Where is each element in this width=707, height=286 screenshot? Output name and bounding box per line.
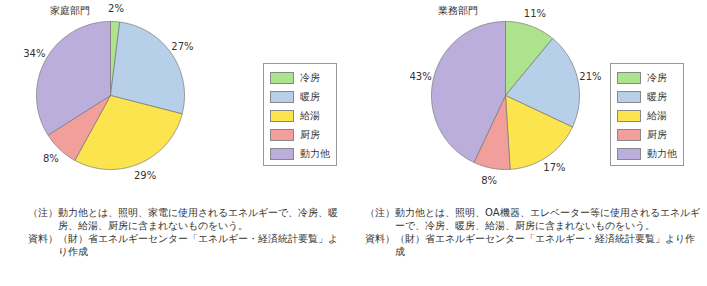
svg-text:8%: 8% (43, 153, 59, 164)
svg-text:34%: 34% (23, 48, 45, 59)
html-text:家庭部門: 家庭部門 (50, 5, 90, 16)
svg-text:17%: 17% (543, 162, 565, 173)
html-text:資料）（財）省エネルギーセンター「エネルギー・経済統計要覧」: 資料）（財）省エネルギーセンター「エネルギー・経済統計要覧」より作成 (365, 233, 695, 257)
html-text:動力他: 動力他 (300, 147, 330, 159)
svg-text:21%: 21% (579, 71, 601, 82)
html-text:暖房: 暖房 (300, 90, 320, 102)
svg-text:2%: 2% (108, 3, 124, 14)
html-text:動力他: 動力他 (647, 147, 677, 159)
html-text:厨房: 厨房 (647, 128, 667, 140)
html-text:（注）動力他とは、照明、OA機器、エレベーター等に使用される: （注）動力他とは、照明、OA機器、エレベーター等に使用されるエネルギーで、冷房、… (365, 207, 700, 231)
svg-text:43%: 43% (409, 71, 431, 82)
svg-text:29%: 29% (134, 170, 156, 181)
html-text:給湯: 給湯 (300, 109, 320, 121)
svg-text:11%: 11% (524, 8, 546, 19)
svg-text:27%: 27% (171, 41, 193, 52)
html-text:冷房: 冷房 (300, 71, 320, 83)
html-text:（注）動力他とは、照明、家電に使用されるエネルギーで、冷房、: （注）動力他とは、照明、家電に使用されるエネルギーで、冷房、暖房、給湯、厨房に含… (28, 207, 338, 231)
html-text:業務部門: 業務部門 (438, 5, 478, 16)
svg-text:8%: 8% (481, 175, 497, 186)
html-text:資料）（財）省エネルギーセンター「エネルギー・経済統計要覧」: 資料）（財）省エネルギーセンター「エネルギー・経済統計要覧」より作成 (28, 233, 338, 257)
html-text:厨房: 厨房 (300, 128, 320, 140)
html-text:暖房: 暖房 (647, 90, 667, 102)
html-text:冷房: 冷房 (647, 71, 667, 83)
html-text:給湯: 給湯 (647, 109, 667, 121)
